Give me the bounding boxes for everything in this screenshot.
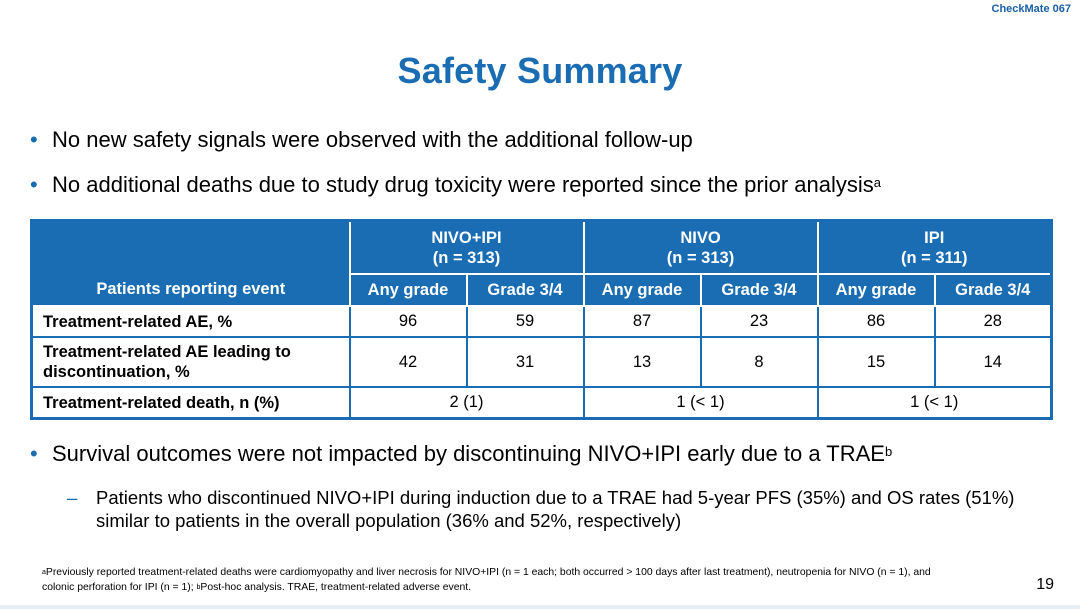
bottom-divider [0,605,1080,609]
bullet-3: • Survival outcomes were not impacted by … [30,441,892,467]
bullet-2: • No additional deaths due to study drug … [30,172,881,198]
bullet-1: • No new safety signals were observed wit… [30,127,693,153]
subheader-cell: Any grade [816,273,936,307]
subheader-cell: Grade 3/4 [699,273,819,307]
page-title: Safety Summary [397,50,683,91]
group-nivo: NIVO (n = 313) [582,219,819,275]
row-label: Treatment-related AE leading to disconti… [30,336,351,388]
footnote: aPreviously reported treatment-related d… [42,567,931,593]
bullet-dot-icon: • [30,127,38,152]
table-cell: 23 [699,305,819,338]
group-nivo-ipi: NIVO+IPI (n = 313) [348,219,585,275]
group-ipi: IPI (n = 311) [816,219,1053,275]
bullet-2-text: No additional deaths due to study drug t… [52,172,874,197]
bullet-3-text: Survival outcomes were not impacted by d… [52,441,885,466]
table-row: Treatment-related AE leading to disconti… [30,336,1053,388]
table-cell: 42 [348,336,468,388]
table-cell: 59 [465,305,585,338]
page-number: 19 [1036,576,1054,593]
subheader-cell: Any grade [582,273,702,307]
safety-table: Patients reporting event NIVO+IPI (n = 31… [30,219,1053,420]
table-cell: 87 [582,305,702,338]
table-cell: 13 [582,336,702,388]
table-group-header-row: Patients reporting event NIVO+IPI (n = 31… [30,219,1053,307]
dash-icon: – [67,487,78,508]
study-tag: CheckMate 067 [991,3,1072,15]
table-row: Treatment-related death, n (%) 2 (1) 1 (… [30,386,1053,420]
sub-bullet-text: Patients who discontinued NIVO+IPI durin… [96,487,1015,531]
row-label: Treatment-related death, n (%) [30,386,351,420]
table-cell: 15 [816,336,936,388]
footnote-b-marker: b [884,444,893,459]
table-cell: 96 [348,305,468,338]
table-row: Treatment-related AE, % 96 59 87 23 86 2… [30,305,1053,338]
subheader-cell: Any grade [348,273,468,307]
subheader-cell: Grade 3/4 [465,273,585,307]
table-cell: 2 (1) [348,386,585,420]
bullet-dot-icon: • [30,441,38,466]
table-cell: 31 [465,336,585,388]
footnote-a-marker: a [873,175,882,190]
table-subheader-row: Any grade Grade 3/4 Any grade Grade 3/4 … [32,273,1053,307]
table-cell: 14 [933,336,1053,388]
table-cell: 1 (< 1) [816,386,1053,420]
table-cell: 28 [933,305,1053,338]
table-cell: 1 (< 1) [582,386,819,420]
row-label: Treatment-related AE, % [30,305,351,338]
table-cell: 86 [816,305,936,338]
bullet-1-text: No new safety signals were observed with… [52,127,693,152]
row-header: Patients reporting event [30,219,351,307]
bullet-dot-icon: • [30,172,38,197]
subheader-cell: Grade 3/4 [933,273,1053,307]
table-cell: 8 [699,336,819,388]
